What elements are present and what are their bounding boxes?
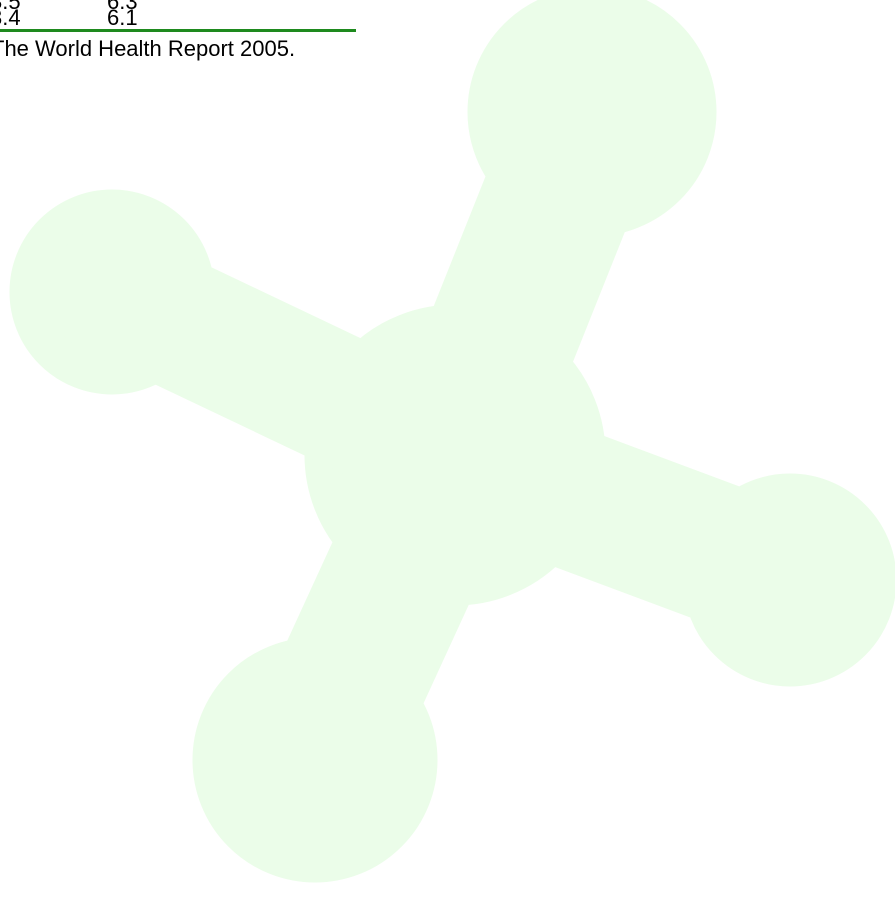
table-cell: 3.4	[0, 5, 21, 30]
caption: The World Health Report 2005.	[0, 36, 296, 61]
table-cell: 6.1	[107, 5, 138, 30]
table-rule	[0, 29, 356, 32]
table-cell: 3.5	[0, 0, 21, 14]
table-cell: 6.3	[107, 0, 138, 14]
